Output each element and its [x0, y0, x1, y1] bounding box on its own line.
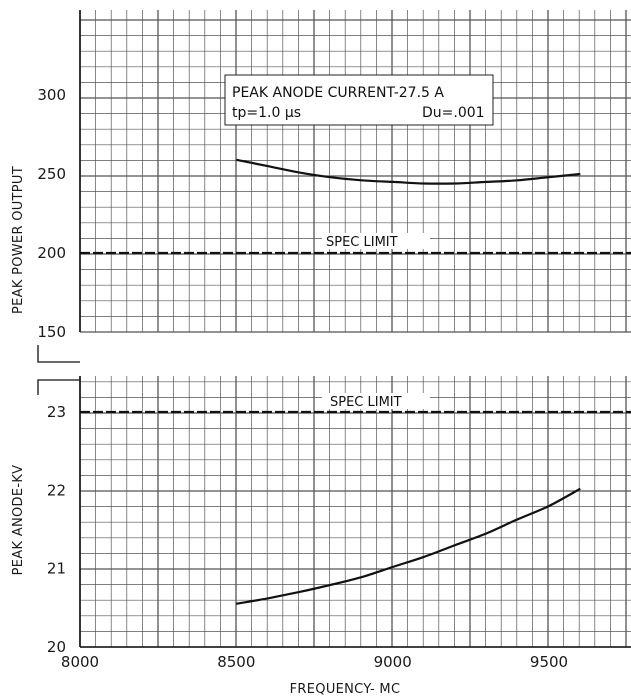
x-tick-label: 9000: [374, 653, 412, 671]
annotation-line2-right: Du=.001: [422, 105, 485, 121]
y-tick-label-bottom: 23: [47, 403, 66, 421]
x-tick-label: 9500: [530, 653, 568, 671]
y-tick-label-top: 250: [37, 165, 66, 183]
x-tick-label: 8000: [61, 653, 99, 671]
spec-limit-label-bottom: SPEC LIMIT: [330, 395, 402, 410]
y-tick-label-bottom: 21: [47, 560, 66, 578]
annotation-box: PEAK ANODE CURRENT-27.5 A tp=1.0 μs Du=.…: [224, 74, 494, 126]
y-tick-label-top: 300: [37, 86, 66, 104]
y-axis-title-bottom: PEAK ANODE-KV: [11, 465, 26, 576]
series-line-peak-power: [236, 158, 581, 185]
annotation-background: [224, 74, 494, 126]
x-axis-title: FREQUENCY- MC: [290, 682, 401, 697]
series-line-peak-anode-kv: [236, 487, 581, 605]
y-tick-label-bottom: 20: [47, 638, 66, 656]
annotation-line2-left: tp=1.0 μs: [232, 105, 301, 121]
y-tick-label-bottom: 22: [47, 481, 66, 499]
axis-break-mark-top: [37, 345, 80, 363]
axes: [37, 10, 631, 648]
spec-limit-label-top: SPEC LIMIT: [326, 235, 398, 250]
y-tick-label-top: 150: [37, 323, 66, 341]
data-marks: [80, 158, 631, 605]
y-tick-label-top: 200: [37, 244, 66, 262]
x-tick-label: 8500: [217, 653, 255, 671]
annotation-line1: PEAK ANODE CURRENT-27.5 A: [232, 85, 444, 101]
y-axis-title-top: PEAK POWER OUTPUT: [11, 166, 26, 314]
grid: [79, 10, 631, 648]
spec-limit-label-bg-top: [322, 233, 430, 249]
spec-limit-label-bg-bottom: [322, 393, 430, 409]
axis-break-mark-bottom: [37, 379, 80, 395]
